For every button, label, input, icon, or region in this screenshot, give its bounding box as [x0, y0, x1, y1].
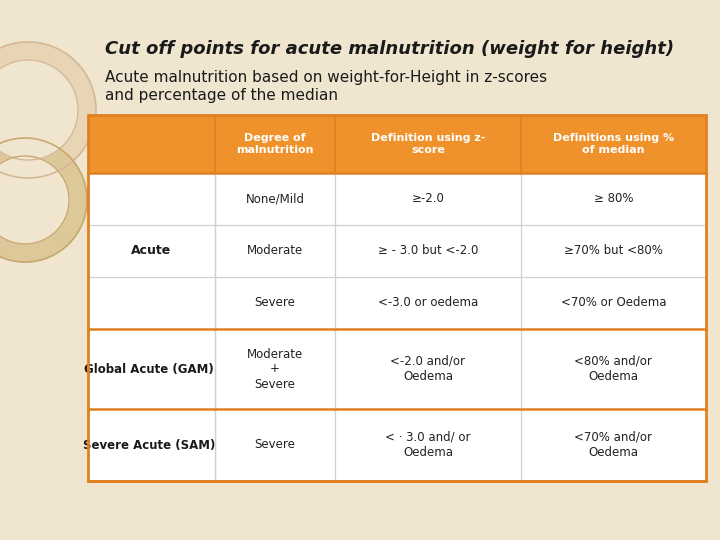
Text: ≥70% but <80%: ≥70% but <80%	[564, 245, 662, 258]
FancyBboxPatch shape	[88, 115, 706, 173]
Text: Cut off points for acute malnutrition (weight for height): Cut off points for acute malnutrition (w…	[105, 40, 674, 58]
FancyBboxPatch shape	[88, 225, 706, 277]
Text: <70% and/or
Oedema: <70% and/or Oedema	[575, 431, 652, 459]
FancyBboxPatch shape	[88, 409, 706, 481]
Circle shape	[0, 42, 96, 178]
Text: <-3.0 or oedema: <-3.0 or oedema	[378, 296, 478, 309]
Circle shape	[0, 138, 87, 262]
Text: ≥ - 3.0 but <-2.0: ≥ - 3.0 but <-2.0	[378, 245, 478, 258]
Text: Definition using z-
score: Definition using z- score	[371, 133, 485, 155]
Text: ≥ 80%: ≥ 80%	[593, 192, 633, 206]
Text: Global Acute (GAM): Global Acute (GAM)	[84, 362, 215, 375]
Text: Acute malnutrition based on weight-for-Height in z-scores: Acute malnutrition based on weight-for-H…	[105, 70, 547, 85]
Text: Severe Acute (SAM): Severe Acute (SAM)	[83, 438, 215, 451]
Text: ≥-2.0: ≥-2.0	[411, 192, 444, 206]
Text: <-2.0 and/or
Oedema: <-2.0 and/or Oedema	[390, 355, 465, 383]
Circle shape	[0, 60, 78, 160]
Text: Definitions using %
of median: Definitions using % of median	[553, 133, 674, 155]
Text: Acute: Acute	[131, 245, 171, 258]
FancyBboxPatch shape	[88, 277, 706, 329]
Text: None/Mild: None/Mild	[246, 192, 305, 206]
Circle shape	[0, 156, 69, 244]
Text: Degree of
malnutrition: Degree of malnutrition	[236, 133, 314, 155]
Text: and percentage of the median: and percentage of the median	[105, 88, 338, 103]
Text: <70% or Oedema: <70% or Oedema	[561, 296, 666, 309]
Text: Severe: Severe	[254, 296, 295, 309]
Text: <80% and/or
Oedema: <80% and/or Oedema	[575, 355, 652, 383]
Text: Moderate: Moderate	[247, 245, 303, 258]
Text: Moderate
+
Severe: Moderate + Severe	[247, 348, 303, 390]
FancyBboxPatch shape	[88, 329, 706, 409]
FancyBboxPatch shape	[88, 173, 706, 225]
Text: < · 3.0 and/ or
Oedema: < · 3.0 and/ or Oedema	[385, 431, 471, 459]
Text: Severe: Severe	[254, 438, 295, 451]
